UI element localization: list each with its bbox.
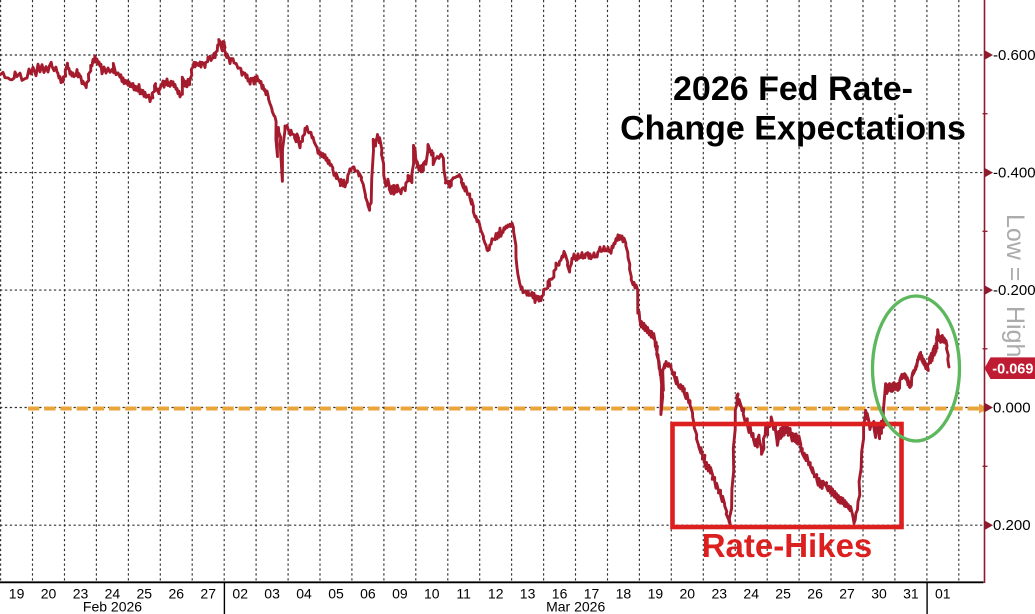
svg-text:09: 09	[392, 586, 408, 602]
svg-text:25: 25	[775, 586, 791, 602]
svg-text:26: 26	[807, 586, 823, 602]
svg-text:19: 19	[9, 586, 25, 602]
svg-text:05: 05	[328, 586, 344, 602]
svg-text:18: 18	[616, 586, 632, 602]
svg-text:20: 20	[41, 586, 57, 602]
svg-text:-0.600: -0.600	[993, 47, 1035, 64]
svg-text:30: 30	[871, 586, 887, 602]
svg-text:27: 27	[839, 586, 855, 602]
svg-text:0.000: 0.000	[993, 400, 1031, 417]
svg-text:11: 11	[456, 586, 471, 602]
svg-text:13: 13	[520, 586, 536, 602]
svg-text:-0.200: -0.200	[993, 282, 1035, 299]
svg-text:06: 06	[360, 586, 376, 602]
svg-text:26: 26	[169, 586, 185, 602]
svg-text:-0.400: -0.400	[993, 165, 1035, 182]
svg-text:27: 27	[200, 586, 216, 602]
svg-text:04: 04	[296, 586, 312, 602]
svg-text:16: 16	[552, 586, 568, 602]
svg-text:High: High	[1001, 306, 1029, 357]
svg-text:17: 17	[584, 586, 600, 602]
svg-text:24: 24	[105, 586, 121, 602]
svg-text:24: 24	[743, 586, 759, 602]
svg-text:31: 31	[903, 586, 919, 602]
svg-text:20: 20	[680, 586, 696, 602]
svg-text:25: 25	[137, 586, 153, 602]
svg-text:Feb 2026: Feb 2026	[83, 599, 142, 614]
svg-text:0.200: 0.200	[993, 517, 1031, 534]
svg-text:Low =: Low =	[1001, 214, 1029, 281]
svg-text:12: 12	[488, 586, 504, 602]
svg-text:10: 10	[424, 586, 440, 602]
svg-text:19: 19	[648, 586, 664, 602]
svg-text:-0.069: -0.069	[992, 362, 1033, 378]
svg-text:Rate-Hikes: Rate-Hikes	[702, 527, 873, 564]
svg-text:02: 02	[232, 586, 248, 602]
svg-text:23: 23	[712, 586, 728, 602]
svg-text:Change Expectations: Change Expectations	[620, 110, 966, 148]
svg-text:Mar 2026: Mar 2026	[546, 599, 605, 614]
svg-text:23: 23	[73, 586, 89, 602]
svg-text:2026 Fed Rate-: 2026 Fed Rate-	[673, 70, 913, 108]
svg-text:03: 03	[264, 586, 280, 602]
svg-text:01: 01	[935, 586, 951, 602]
